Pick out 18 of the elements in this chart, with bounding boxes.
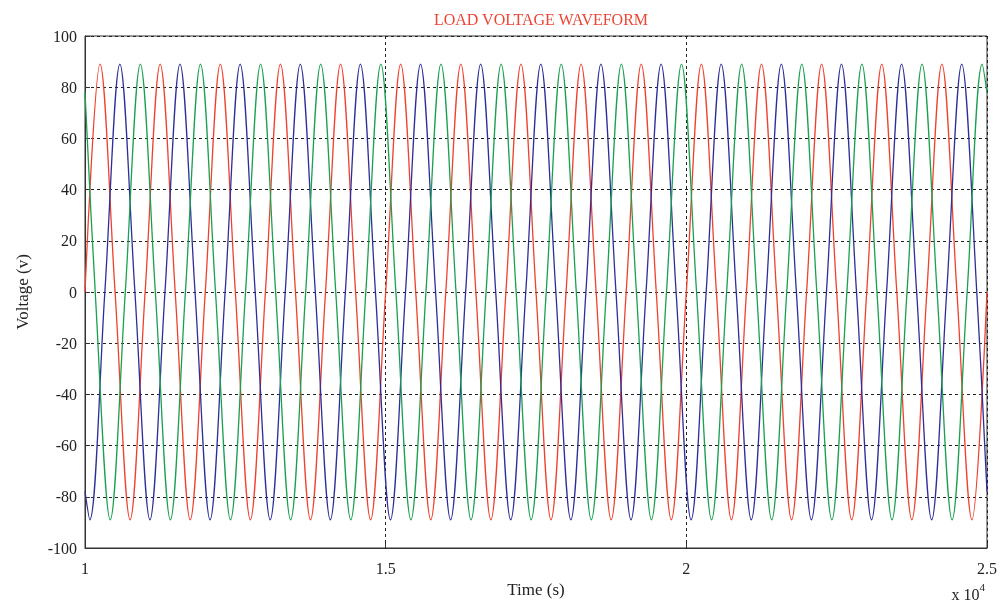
x-axis-title: Time (s) (507, 579, 565, 599)
x-tick-label: 1 (81, 559, 89, 577)
y-tick-label: 20 (61, 232, 77, 250)
y-tick-label: -20 (55, 334, 77, 352)
y-tick-label: -40 (55, 385, 77, 403)
y-tick-label: -100 (47, 539, 77, 557)
y-tick-label: 40 (61, 181, 77, 199)
x-tick-label: 2 (682, 559, 691, 577)
y-tick-label: -80 (55, 488, 77, 506)
x-tick-label: 1.5 (375, 559, 396, 577)
y-tick-label: 60 (61, 129, 77, 147)
y-tick-label: 80 (61, 78, 77, 96)
chart-title: LOAD VOLTAGE WAVEFORM (433, 10, 649, 28)
y-tick-label: -60 (55, 437, 77, 455)
y-tick-label: 0 (69, 283, 77, 301)
y-axis-title: Voltage (v) (13, 254, 32, 330)
y-tick-label: 100 (53, 27, 77, 45)
x-tick-label: 2.5 (977, 559, 997, 577)
